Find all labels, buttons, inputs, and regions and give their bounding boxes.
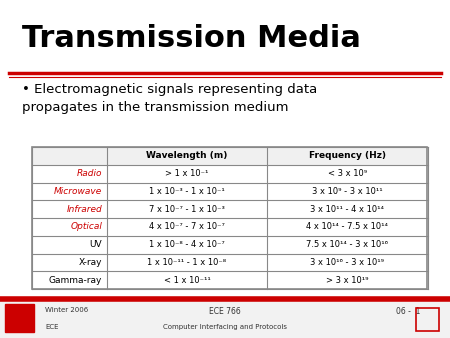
Text: 4 x 10¹⁴ - 7.5 x 10¹⁴: 4 x 10¹⁴ - 7.5 x 10¹⁴ (306, 222, 388, 232)
Text: ECE: ECE (45, 324, 58, 330)
Text: Infrared: Infrared (67, 204, 102, 214)
Text: 7 x 10⁻⁷ - 1 x 10⁻³: 7 x 10⁻⁷ - 1 x 10⁻³ (149, 204, 225, 214)
Text: 3 x 10¹⁶ - 3 x 10¹⁹: 3 x 10¹⁶ - 3 x 10¹⁹ (310, 258, 384, 267)
Text: < 3 x 10⁹: < 3 x 10⁹ (328, 169, 367, 178)
Text: UV: UV (90, 240, 102, 249)
Text: < 1 x 10⁻¹¹: < 1 x 10⁻¹¹ (163, 275, 210, 285)
Text: 4 x 10⁻⁷ - 7 x 10⁻⁷: 4 x 10⁻⁷ - 7 x 10⁻⁷ (149, 222, 225, 232)
Text: X-ray: X-ray (79, 258, 102, 267)
Text: • Electromagnetic signals representing data
propagates in the transmission mediu: • Electromagnetic signals representing d… (22, 83, 318, 114)
Text: Frequency (Hz): Frequency (Hz) (309, 151, 386, 161)
Text: 1 x 10⁻¹¹ - 1 x 10⁻⁸: 1 x 10⁻¹¹ - 1 x 10⁻⁸ (147, 258, 226, 267)
Text: Gamma-ray: Gamma-ray (49, 275, 102, 285)
Text: 06 -  1: 06 - 1 (396, 307, 420, 316)
Text: > 1 x 10⁻¹: > 1 x 10⁻¹ (165, 169, 209, 178)
Text: 1 x 10⁻³ - 1 x 10⁻¹: 1 x 10⁻³ - 1 x 10⁻¹ (149, 187, 225, 196)
Text: Winter 2006: Winter 2006 (45, 307, 88, 313)
Bar (4, 304, 34, 332)
Text: 3 x 10¹¹ - 4 x 10¹⁴: 3 x 10¹¹ - 4 x 10¹⁴ (310, 204, 384, 214)
Bar (0, 299, 450, 338)
Text: Computer Interfacing and Protocols: Computer Interfacing and Protocols (163, 324, 287, 330)
Text: Optical: Optical (70, 222, 102, 232)
Bar (416, 308, 439, 331)
Text: ECE 766: ECE 766 (209, 307, 241, 316)
Text: 7.5 x 10¹⁴ - 3 x 10¹⁶: 7.5 x 10¹⁴ - 3 x 10¹⁶ (306, 240, 388, 249)
Text: > 3 x 10¹⁹: > 3 x 10¹⁹ (326, 275, 369, 285)
Text: Microwave: Microwave (54, 187, 102, 196)
Bar (32, 147, 427, 289)
Bar (32, 147, 427, 165)
Text: 3 x 10⁹ - 3 x 10¹¹: 3 x 10⁹ - 3 x 10¹¹ (312, 187, 382, 196)
Text: Transmission Media: Transmission Media (22, 24, 361, 53)
Text: Wavelength (m): Wavelength (m) (146, 151, 228, 161)
Text: Radio: Radio (77, 169, 102, 178)
Text: 1 x 10⁻⁸ - 4 x 10⁻⁷: 1 x 10⁻⁸ - 4 x 10⁻⁷ (149, 240, 225, 249)
